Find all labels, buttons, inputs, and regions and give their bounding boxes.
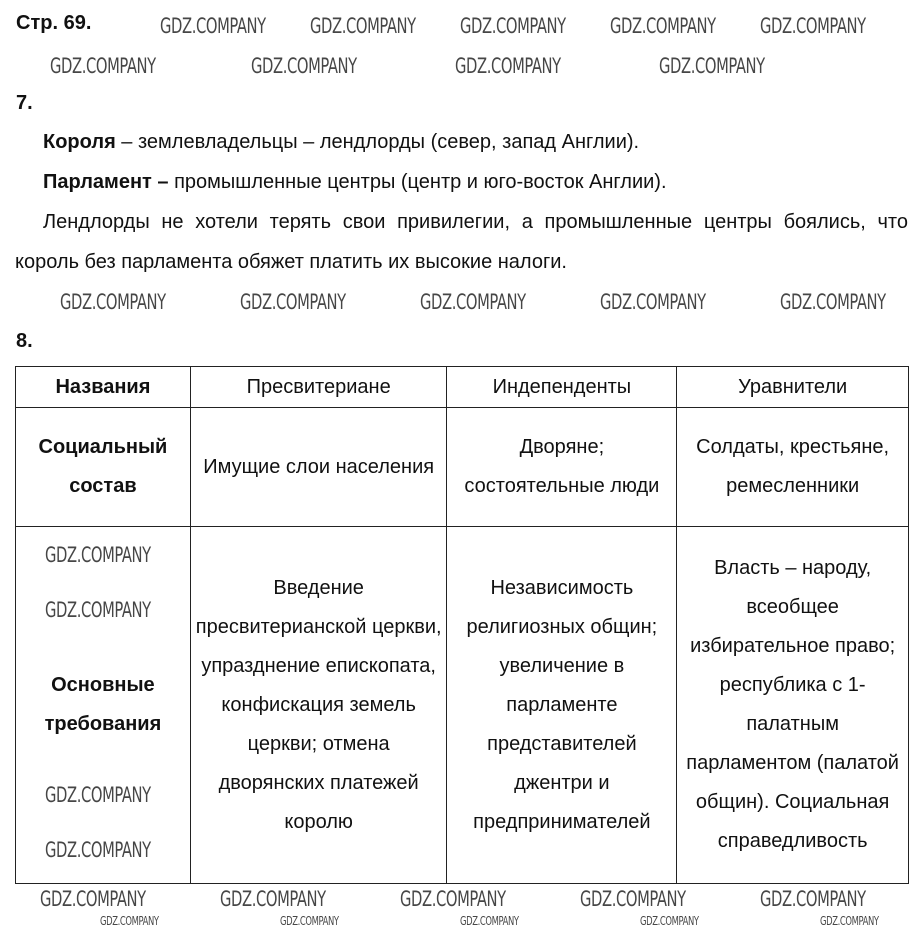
watermark: GDZ.COMPANY (310, 14, 416, 38)
header-cell: Индепенденты (446, 366, 678, 408)
table-row: Социальный состав Имущие слои населения … (15, 407, 909, 527)
watermark: GDZ.COMPANY (820, 914, 879, 928)
watermark: GDZ.COMPANY (60, 290, 166, 314)
watermark: GDZ.COMPANY (780, 290, 886, 314)
task-8-number: 8. (16, 330, 33, 352)
kings-line: Короля – землевладельцы – лендлорды (сев… (43, 131, 640, 153)
table-cell: Введение пресвитерианской церкви, упразд… (189, 526, 448, 884)
watermark: GDZ.COMPANY (45, 543, 151, 567)
page-header: Стр. 69. (16, 12, 92, 34)
header-cell: Названия (15, 366, 191, 408)
table-cell: Независимость религиозных общин; увеличе… (446, 526, 678, 884)
watermark: GDZ.COMPANY (50, 54, 156, 78)
watermark: GDZ.COMPANY (659, 54, 765, 78)
watermark: GDZ.COMPANY (580, 887, 686, 911)
table-cell: Дворяне; состоятельные люди (446, 407, 678, 527)
watermark: GDZ.COMPANY (420, 290, 526, 314)
comparison-table: Названия Пресвитериане Индепенденты Урав… (15, 366, 909, 884)
watermark: GDZ.COMPANY (45, 783, 151, 807)
watermark: GDZ.COMPANY (100, 914, 159, 928)
header-cell: Уравнители (676, 366, 909, 408)
watermark: GDZ.COMPANY (400, 887, 506, 911)
watermark: GDZ.COMPANY (460, 14, 566, 38)
watermark: GDZ.COMPANY (220, 887, 326, 911)
watermark: GDZ.COMPANY (160, 14, 266, 38)
table-cell: Имущие слои населения (189, 407, 448, 527)
header-cell: Пресвитериане (189, 366, 448, 408)
watermark: GDZ.COMPANY (760, 887, 866, 911)
parliament-line: Парламент – промышленные центры (центр и… (43, 171, 667, 193)
watermark: GDZ.COMPANY (760, 14, 866, 38)
table-row: Основные требования Введение пресвитериа… (15, 526, 909, 884)
task-7-answer: Короля – землевладельцы – лендлорды (сев… (15, 122, 908, 282)
watermark: GDZ.COMPANY (610, 14, 716, 38)
table-header-row: Названия Пресвитериане Индепенденты Урав… (15, 366, 909, 408)
row-label: Социальный состав (15, 407, 191, 527)
watermark: GDZ.COMPANY (251, 54, 357, 78)
watermark: GDZ.COMPANY (640, 914, 699, 928)
explanation: Лендлорды не хотели терять свои привилег… (15, 211, 908, 273)
watermark: GDZ.COMPANY (460, 914, 519, 928)
watermark: GDZ.COMPANY (45, 598, 151, 622)
watermark: GDZ.COMPANY (40, 887, 146, 911)
watermark: GDZ.COMPANY (280, 914, 339, 928)
watermark: GDZ.COMPANY (600, 290, 706, 314)
task-7-number: 7. (16, 92, 33, 114)
watermark: GDZ.COMPANY (45, 838, 151, 862)
row-label: Основные требования (15, 526, 191, 884)
watermark: GDZ.COMPANY (455, 54, 561, 78)
table-cell: Солдаты, крестьяне, ремесленники (676, 407, 909, 527)
table-cell: Власть – народу, всеобщее избирательное … (676, 526, 909, 884)
watermark: GDZ.COMPANY (240, 290, 346, 314)
